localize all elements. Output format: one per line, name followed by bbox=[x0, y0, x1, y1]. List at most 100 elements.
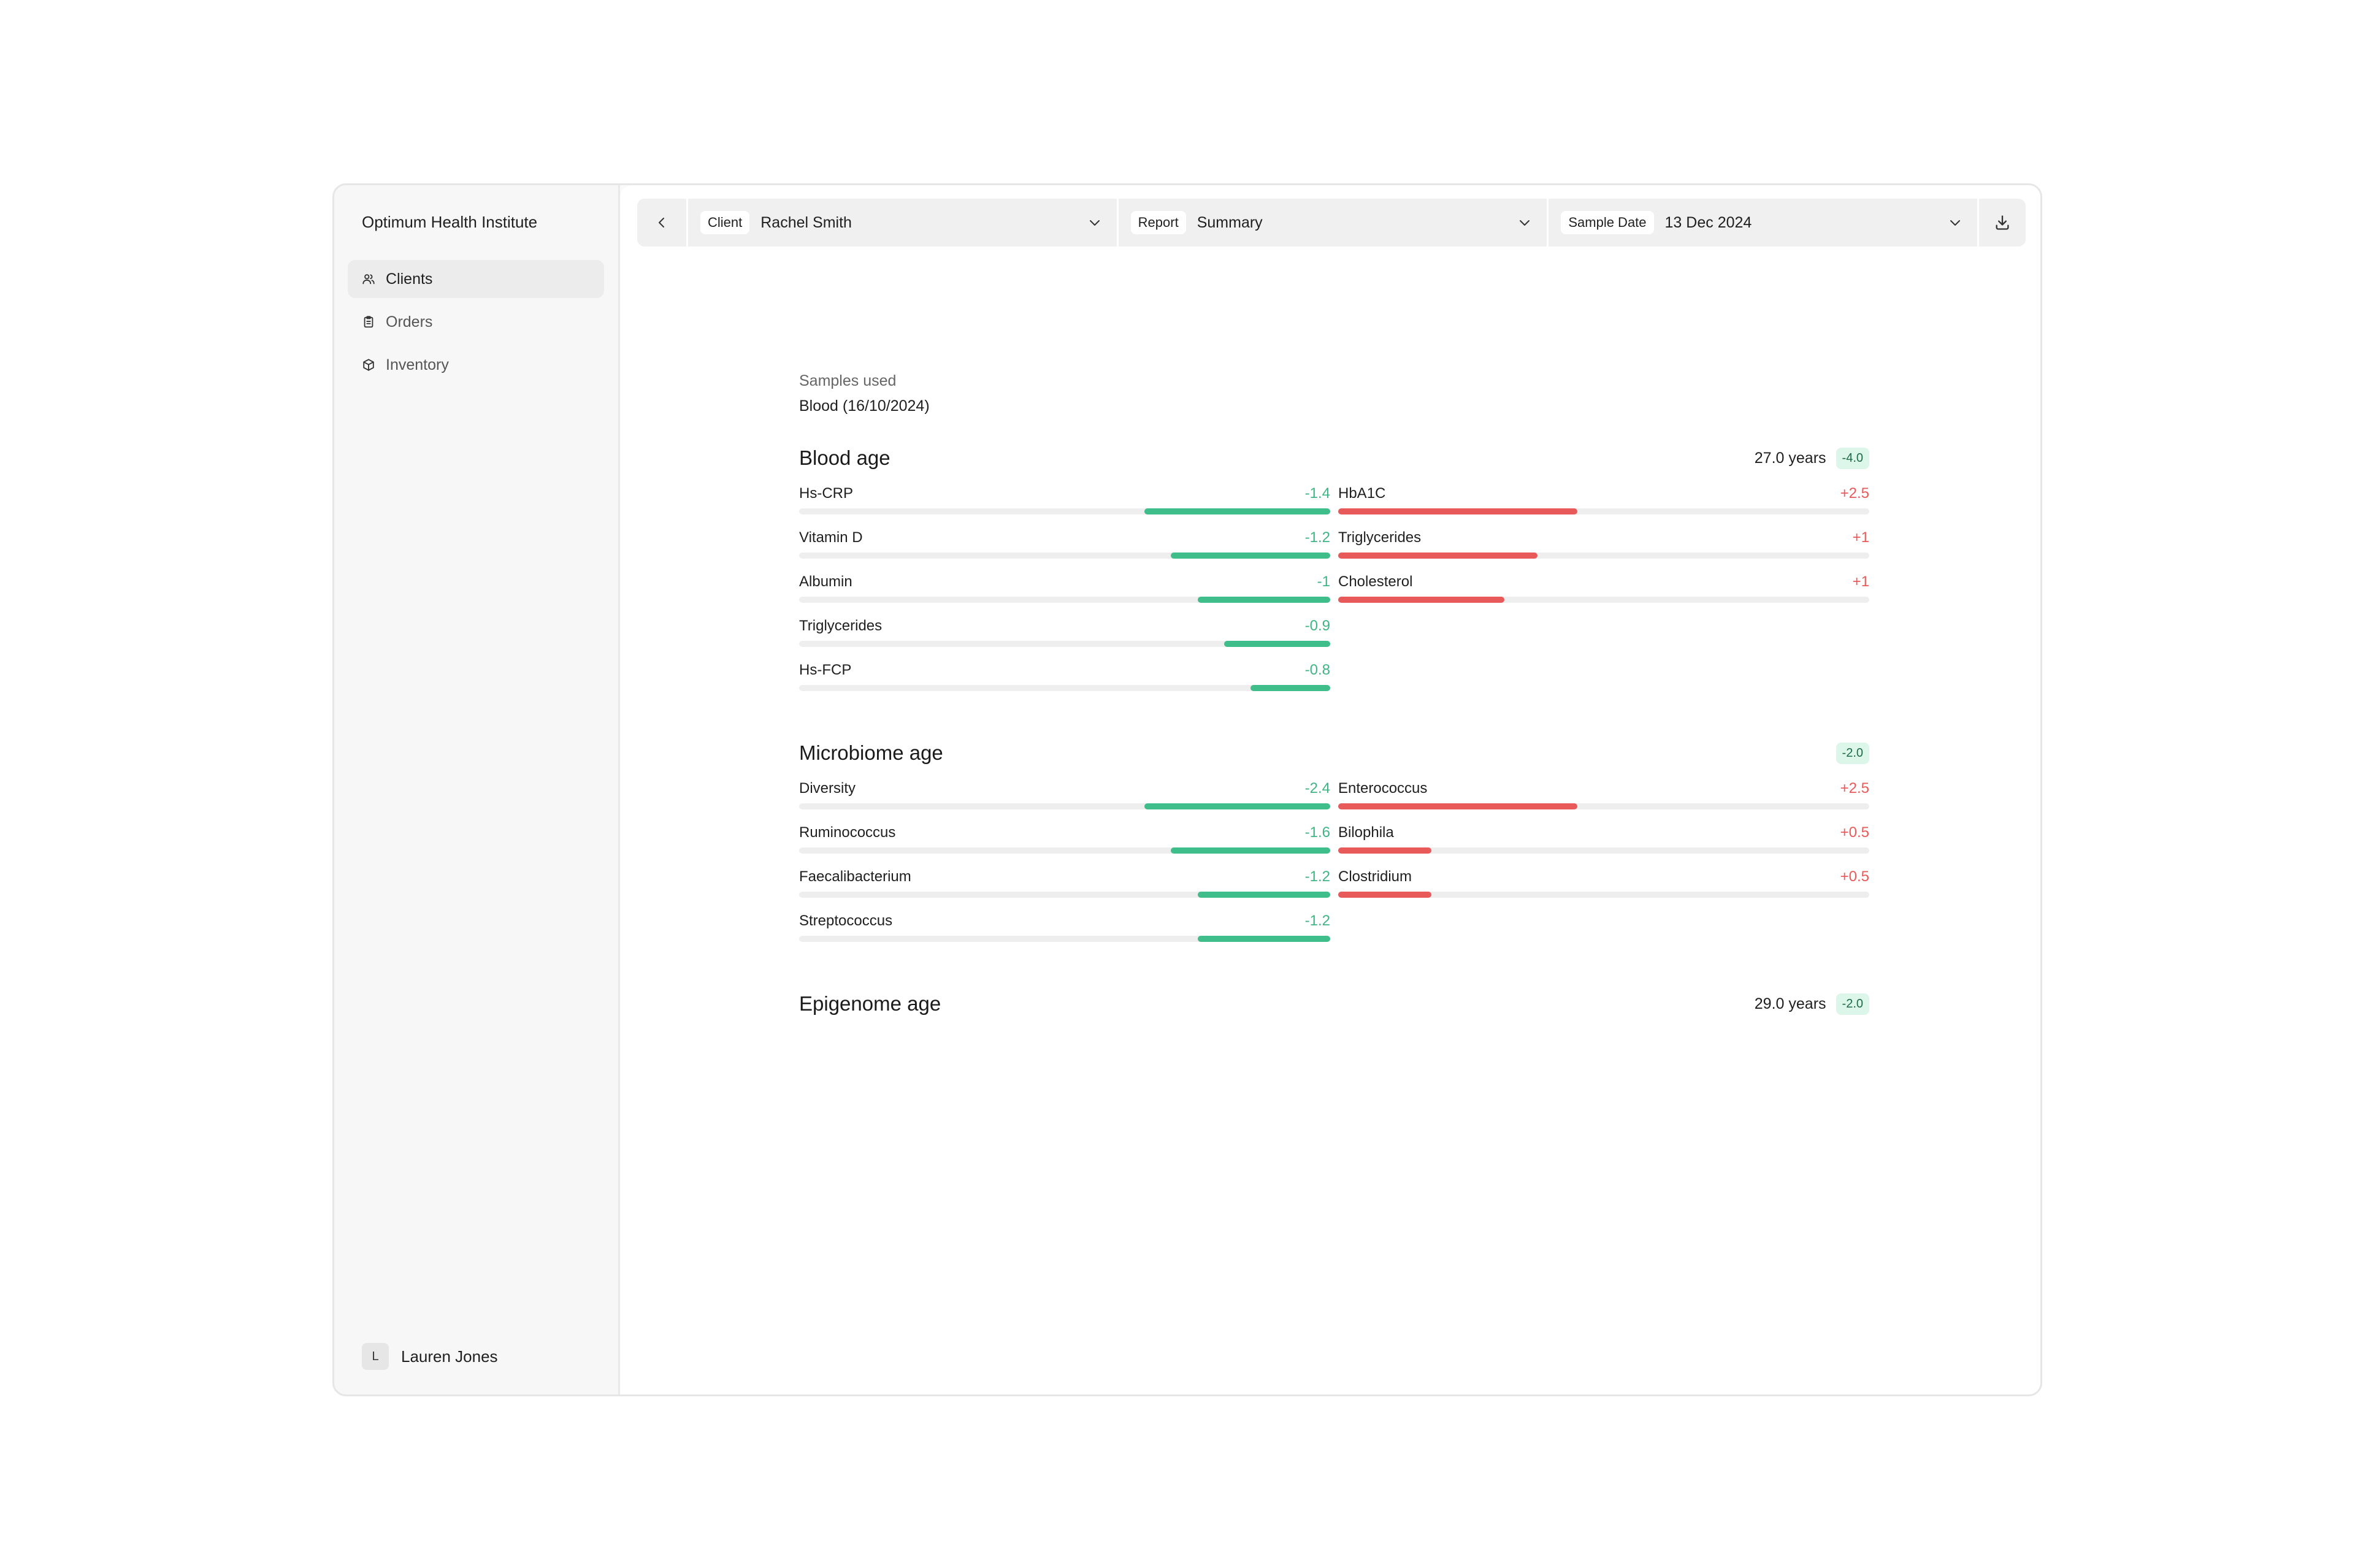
marker-row-diversity[interactable]: Diversity -2.4 bbox=[799, 780, 1330, 824]
marker-row-clostridium[interactable]: Clostridium +0.5 bbox=[1338, 868, 1869, 912]
marker-bar-fill bbox=[1338, 847, 1431, 854]
marker-row-header: Vitamin D -1.2 bbox=[799, 529, 1330, 550]
section-header: Epigenome age 29.0 years -2.0 bbox=[799, 990, 1869, 1017]
section-blood-age: Blood age 27.0 years -4.0 Hs-CRP -1.4 Vitamin… bbox=[799, 445, 1869, 706]
user-name: Lauren Jones bbox=[401, 1347, 498, 1366]
marker-value: -1.2 bbox=[1304, 529, 1330, 546]
samples-label: Samples used bbox=[799, 372, 897, 389]
marker-row-header: Triglycerides +1 bbox=[1338, 529, 1869, 550]
sidebar-nav: Clients Orders Inventory bbox=[348, 260, 604, 389]
section-title: Epigenome age bbox=[799, 992, 941, 1015]
section-summary: 29.0 years -2.0 bbox=[1755, 993, 1869, 1015]
marker-column-right: HbA1C +2.5 Triglycerides +1 Cholesterol +1 bbox=[1338, 485, 1869, 706]
marker-value: -1.2 bbox=[1304, 868, 1330, 885]
marker-bar-track bbox=[1338, 508, 1869, 514]
marker-name: Triglycerides bbox=[799, 618, 883, 634]
sidebar-item-label: Orders bbox=[386, 313, 433, 331]
marker-bar-fill bbox=[1197, 892, 1330, 898]
marker-bar-fill bbox=[1250, 685, 1330, 691]
marker-bar-track bbox=[799, 847, 1330, 854]
marker-bar-fill bbox=[1144, 508, 1330, 514]
marker-row-hba1c[interactable]: HbA1C +2.5 bbox=[1338, 485, 1869, 529]
marker-row-enterococcus[interactable]: Enterococcus +2.5 bbox=[1338, 780, 1869, 824]
marker-name: Hs-FCP bbox=[799, 662, 852, 678]
marker-row-triglycerides[interactable]: Triglycerides +1 bbox=[1338, 529, 1869, 573]
marker-name: Vitamin D bbox=[799, 529, 863, 546]
section-title: Blood age bbox=[799, 446, 890, 469]
marker-bar-track bbox=[799, 597, 1330, 603]
marker-row-triglycerides[interactable]: Triglycerides -0.9 bbox=[799, 618, 1330, 662]
marker-value: -0.9 bbox=[1304, 618, 1330, 634]
marker-value: -2.4 bbox=[1304, 780, 1330, 797]
marker-value: +1 bbox=[1852, 573, 1869, 590]
marker-bar-track bbox=[799, 936, 1330, 942]
client-select[interactable]: Client Rachel Smith bbox=[688, 199, 1119, 247]
marker-name: Albumin bbox=[799, 573, 852, 590]
marker-row-ruminococcus[interactable]: Ruminococcus -1.6 bbox=[799, 824, 1330, 868]
marker-bar-fill bbox=[1171, 847, 1330, 854]
marker-value: -1.6 bbox=[1304, 824, 1330, 841]
marker-value: +2.5 bbox=[1840, 780, 1869, 797]
chevron-left-icon bbox=[659, 218, 664, 228]
marker-row-hs-crp[interactable]: Hs-CRP -1.4 bbox=[799, 485, 1330, 529]
marker-row-header: Hs-CRP -1.4 bbox=[799, 485, 1330, 506]
back-button[interactable] bbox=[637, 199, 688, 247]
marker-row-header: Enterococcus +2.5 bbox=[1338, 780, 1869, 801]
section-header: Microbiome age -2.0 bbox=[799, 740, 1869, 767]
chevron-down-icon bbox=[1950, 220, 1961, 226]
marker-row-cholesterol[interactable]: Cholesterol +1 bbox=[1338, 573, 1869, 618]
marker-name: Faecalibacterium bbox=[799, 868, 911, 885]
marker-row-vitamin-d[interactable]: Vitamin D -1.2 bbox=[799, 529, 1330, 573]
marker-value: +0.5 bbox=[1840, 868, 1869, 885]
marker-bar-fill bbox=[1197, 936, 1330, 942]
marker-bar-track bbox=[1338, 847, 1869, 854]
marker-row-hs-fcp[interactable]: Hs-FCP -0.8 bbox=[799, 662, 1330, 706]
samples-value: Blood (16/10/2024) bbox=[799, 397, 930, 415]
marker-row-faecalibacterium[interactable]: Faecalibacterium -1.2 bbox=[799, 868, 1330, 912]
marker-row-header: Bilophila +0.5 bbox=[1338, 824, 1869, 845]
marker-row-bilophila[interactable]: Bilophila +0.5 bbox=[1338, 824, 1869, 868]
marker-bar-track bbox=[799, 641, 1330, 647]
marker-value: -0.8 bbox=[1304, 662, 1330, 678]
clipboard-icon bbox=[361, 315, 376, 329]
marker-bar-fill bbox=[1144, 803, 1330, 809]
marker-bar-track bbox=[1338, 803, 1869, 809]
marker-row-header: Ruminococcus -1.6 bbox=[799, 824, 1330, 845]
app-window: Optimum Health Institute Clients Orders … bbox=[332, 183, 2042, 1396]
marker-name: Diversity bbox=[799, 780, 856, 797]
sidebar-item-orders[interactable]: Orders bbox=[348, 303, 604, 341]
chevron-down-icon bbox=[1520, 220, 1530, 226]
marker-row-header: Diversity -2.4 bbox=[799, 780, 1330, 801]
report-sections: Blood age 27.0 years -4.0 Hs-CRP -1.4 Vitamin… bbox=[799, 445, 1869, 1017]
sample-date-value: 13 Dec 2024 bbox=[1664, 213, 1752, 231]
download-button[interactable] bbox=[1979, 199, 2026, 247]
marker-name: Hs-CRP bbox=[799, 485, 853, 502]
age-years: 29.0 years bbox=[1754, 995, 1826, 1012]
marker-bar-track bbox=[799, 553, 1330, 559]
users-icon bbox=[361, 272, 376, 286]
age-delta-badge: -2.0 bbox=[1836, 742, 1869, 764]
sample-date-select[interactable]: Sample Date 13 Dec 2024 bbox=[1549, 199, 1980, 247]
sidebar-item-clients[interactable]: Clients bbox=[348, 260, 604, 298]
marker-value: +0.5 bbox=[1840, 824, 1869, 841]
marker-value: +1 bbox=[1852, 529, 1869, 546]
section-epigenome-age: Epigenome age 29.0 years -2.0 bbox=[799, 990, 1869, 1017]
box-icon bbox=[361, 358, 376, 372]
report-select[interactable]: Report Summary bbox=[1119, 199, 1549, 247]
user-profile[interactable]: L Lauren Jones bbox=[362, 1343, 498, 1370]
age-delta-badge: -4.0 bbox=[1836, 447, 1869, 469]
marker-row-header: Faecalibacterium -1.2 bbox=[799, 868, 1330, 889]
sidebar-item-label: Inventory bbox=[386, 356, 449, 373]
marker-row-albumin[interactable]: Albumin -1 bbox=[799, 573, 1330, 618]
marker-row-streptococcus[interactable]: Streptococcus -1.2 bbox=[799, 912, 1330, 957]
marker-grid: Diversity -2.4 Ruminococcus -1.6 Faecalibact… bbox=[799, 780, 1869, 957]
marker-name: Streptococcus bbox=[799, 912, 893, 929]
sidebar-item-inventory[interactable]: Inventory bbox=[348, 346, 604, 384]
section-header: Blood age 27.0 years -4.0 bbox=[799, 445, 1869, 472]
marker-name: HbA1C bbox=[1338, 485, 1386, 502]
marker-bar-fill bbox=[1223, 641, 1330, 647]
marker-bar-fill bbox=[1338, 803, 1577, 809]
marker-value: -1.4 bbox=[1304, 485, 1330, 502]
marker-bar-track bbox=[799, 803, 1330, 809]
marker-bar-track bbox=[1338, 892, 1869, 898]
